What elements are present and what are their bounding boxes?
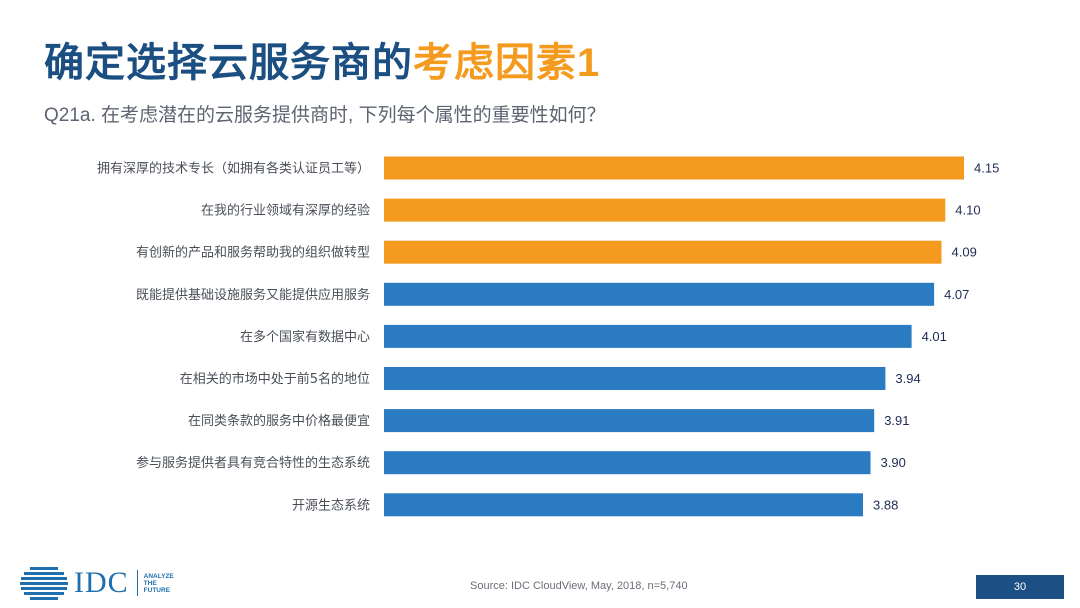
value-label: 3.91: [884, 413, 909, 428]
bar-8: [384, 451, 871, 475]
category-label: 有创新的产品和服务帮助我的组织做转型: [136, 245, 370, 261]
value-label: 4.07: [944, 287, 969, 302]
page-number: 30: [976, 575, 1064, 599]
category-label: 既能提供基础设施服务又能提供应用服务: [136, 287, 370, 303]
value-label: 3.94: [895, 371, 920, 386]
category-label: 在同类条款的服务中价格最便宜: [188, 413, 370, 429]
slide-title-main: 确定选择云服务商的: [44, 41, 413, 85]
value-label: 3.88: [873, 497, 898, 512]
bar-5: [384, 324, 912, 348]
category-label: 在相关的市场中处于前5名的地位: [180, 371, 370, 387]
bar-1: [384, 156, 964, 180]
category-label: 在我的行业领域有深厚的经验: [201, 203, 370, 219]
question-subtitle: Q21a. 在考虑潜在的云服务提供商时, 下列每个属性的重要性如何？: [44, 105, 606, 126]
globe-icon: [20, 567, 68, 600]
logo-divider: [136, 570, 138, 596]
logo-tagline: ANALYZE THE FUTURE: [144, 573, 174, 594]
bar-4: [384, 282, 935, 306]
bar-9: [384, 493, 863, 517]
slide-title-accent: 考虑因素1: [413, 41, 601, 85]
category-label: 拥有深厚的技术专长（如拥有各类认证员工等）: [97, 161, 370, 177]
value-label: 4.09: [952, 245, 977, 260]
value-label: 4.01: [922, 329, 947, 344]
bar-6: [384, 367, 886, 390]
bar-7: [384, 409, 875, 433]
logo-wordmark: IDC: [74, 566, 129, 599]
bar-2: [384, 198, 946, 222]
category-label: 参与服务提供者具有竞合特性的生态系统: [136, 455, 370, 471]
logo-tagline-line: ANALYZE: [143, 572, 174, 580]
category-label: 开源生态系统: [292, 498, 370, 513]
value-label: 4.15: [974, 161, 999, 176]
slide-title: 确定选择云服务商的考虑因素1: [44, 30, 600, 88]
bar-3: [384, 240, 942, 264]
category-label: 在多个国家有数据中心: [240, 329, 370, 345]
value-label: 3.90: [881, 455, 906, 470]
value-label: 4.10: [955, 203, 980, 218]
logo-tagline-line: FUTURE: [143, 586, 171, 594]
idc-logo: IDC ANALYZE THE FUTURE: [20, 566, 174, 600]
source-note: Source: IDC CloudView, May, 2018, n=5,74…: [470, 580, 688, 592]
logo-tagline-line: THE: [143, 579, 157, 587]
